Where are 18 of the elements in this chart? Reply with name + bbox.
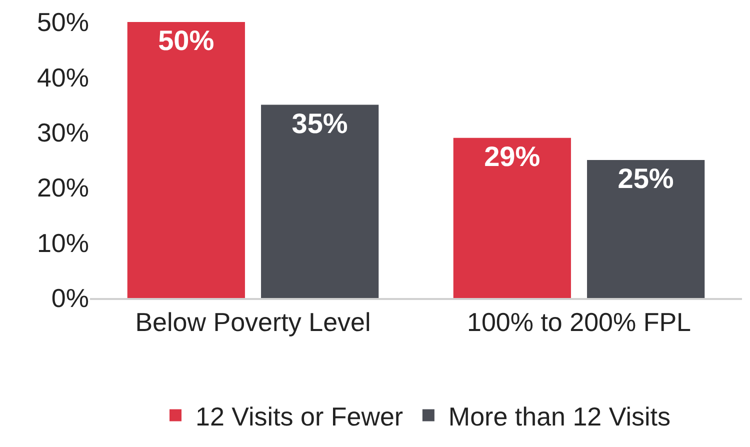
- data-label: 25%: [618, 163, 674, 194]
- x-tick-label: 100% to 200% FPL: [466, 307, 692, 338]
- bar: [261, 104, 379, 298]
- y-tick-label: 30%: [36, 118, 89, 148]
- data-label: 50%: [158, 25, 214, 56]
- data-label: 35%: [292, 108, 348, 139]
- data-label: 29%: [484, 140, 540, 172]
- x-tick-label: Below Poverty Level: [135, 307, 371, 338]
- y-tick-label: 40%: [36, 62, 89, 92]
- y-tick-label: 50%: [36, 7, 89, 38]
- y-tick-label: 20%: [36, 172, 89, 203]
- bar: [453, 138, 571, 298]
- y-tick-label: 10%: [36, 228, 89, 258]
- bar: [127, 22, 245, 298]
- legend-label: 12 Visits or Fewer: [196, 401, 404, 432]
- legend-label: More than 12 Visits: [448, 401, 671, 432]
- bar: [587, 160, 705, 298]
- y-tick-label: 0%: [51, 283, 89, 314]
